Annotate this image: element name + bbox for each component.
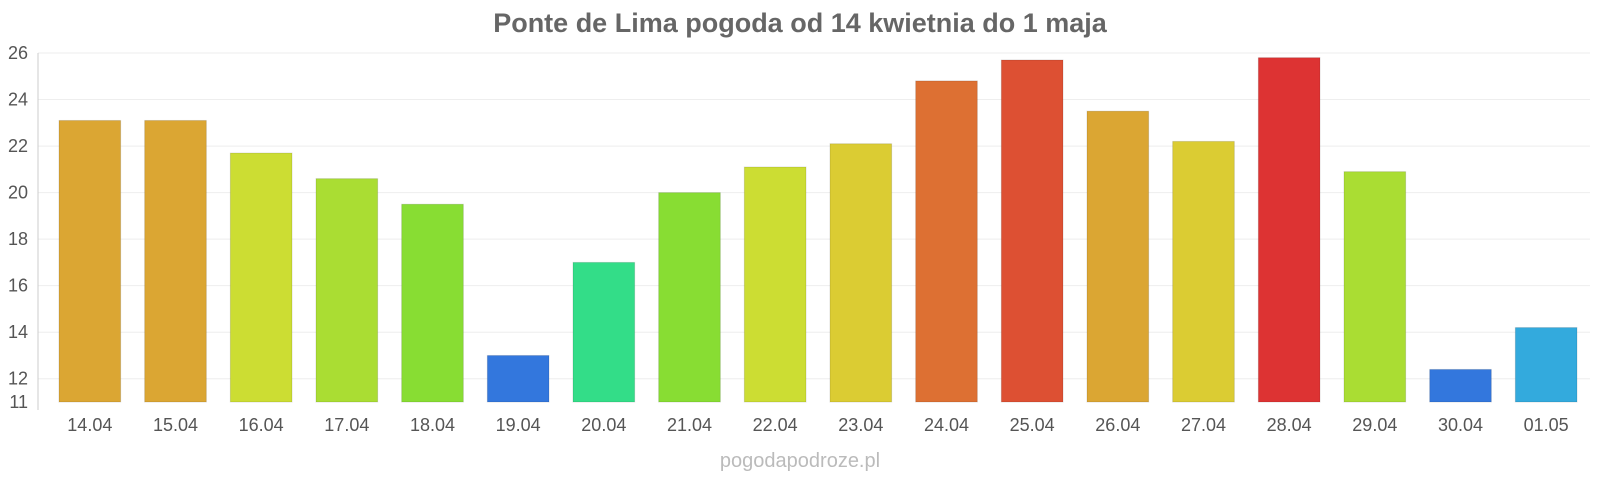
x-tick-label: 20.04: [581, 415, 626, 435]
bar-22.04[interactable]: [743, 166, 807, 403]
y-tick-label: 11: [9, 392, 28, 412]
bar-24.04[interactable]: [915, 80, 978, 403]
x-tick-label: 25.04: [1010, 415, 1055, 435]
bar-30.04[interactable]: [1429, 368, 1492, 403]
grid-lines: [38, 52, 1590, 380]
bar-16.04[interactable]: [229, 152, 293, 403]
y-tick-label: 26: [8, 43, 28, 63]
x-tick-label: 28.04: [1267, 415, 1312, 435]
x-tick-label: 19.04: [496, 415, 541, 435]
bar-15.04[interactable]: [144, 119, 207, 403]
bar-19.04[interactable]: [486, 354, 550, 403]
x-tick-label: 24.04: [924, 415, 969, 435]
x-tick-label: 16.04: [239, 415, 284, 435]
x-tick-label: 30.04: [1438, 415, 1483, 435]
bar-20.04[interactable]: [572, 261, 636, 403]
x-tick-label: 27.04: [1181, 415, 1226, 435]
bar-29.04[interactable]: [1343, 171, 1407, 403]
y-axis-ticks: 11 12 14 16 18 20 22 24 26: [8, 43, 28, 412]
y-tick-label: 12: [8, 369, 28, 389]
x-tick-label: 14.04: [67, 415, 112, 435]
x-tick-label: 21.04: [667, 415, 712, 435]
bar-28.04[interactable]: [1257, 57, 1321, 403]
chart-title: Ponte de Lima pogoda od 14 kwietnia do 1…: [493, 8, 1108, 38]
y-tick-label: 14: [8, 322, 28, 342]
x-tick-label: 18.04: [410, 415, 455, 435]
x-tick-label: 22.04: [753, 415, 798, 435]
x-tick-label: 29.04: [1352, 415, 1397, 435]
x-tick-label: 26.04: [1095, 415, 1140, 435]
bar-25.04[interactable]: [1000, 59, 1064, 403]
bars: [58, 57, 1578, 403]
bar-21.04[interactable]: [658, 192, 721, 403]
bar-14.04[interactable]: [58, 119, 122, 403]
x-tick-label: 15.04: [153, 415, 198, 435]
y-tick-label: 22: [8, 136, 28, 156]
bar-18.04[interactable]: [401, 203, 464, 403]
x-tick-label: 17.04: [324, 415, 369, 435]
bar-01.05[interactable]: [1514, 327, 1578, 403]
bar-27.04[interactable]: [1172, 140, 1235, 403]
bar-23.04[interactable]: [829, 143, 893, 403]
x-axis-labels: 14.04 15.04 16.04 17.04 18.04 19.04 20.04 21.04…: [67, 415, 1568, 435]
y-tick-label: 18: [8, 229, 28, 249]
y-tick-label: 16: [8, 276, 28, 296]
bar-17.04[interactable]: [315, 178, 379, 403]
y-tick-label: 20: [8, 183, 28, 203]
watermark: pogodapodroze.pl: [720, 450, 880, 472]
bar-26.04[interactable]: [1086, 110, 1150, 403]
x-tick-label: 23.04: [838, 415, 883, 435]
y-tick-label: 24: [8, 90, 28, 110]
x-tick-label: 01.05: [1524, 415, 1569, 435]
